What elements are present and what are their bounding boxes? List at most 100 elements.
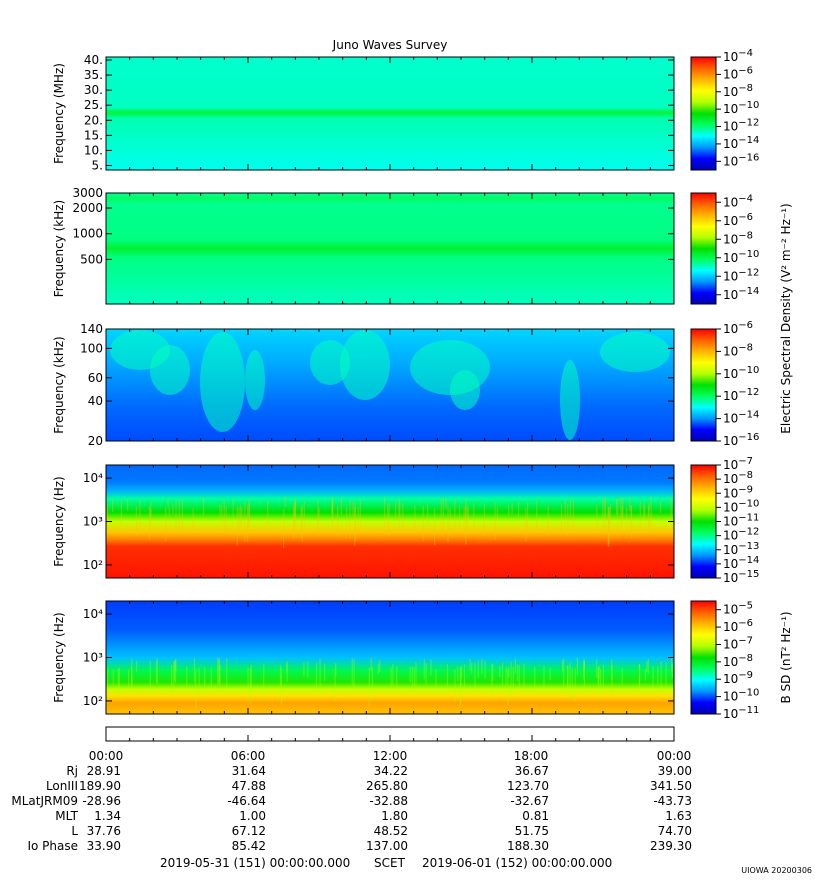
spectral-streak (494, 502, 496, 540)
spectral-streak (457, 666, 459, 681)
y-tick-label: 10² (83, 558, 103, 572)
spectral-streak (671, 657, 673, 671)
spectral-streak (446, 664, 449, 694)
spectral-streak (195, 668, 197, 709)
panel-hfwbr-high: 40.35.30.25.20.15.10.5. Frequency (MHz) 10… (52, 48, 759, 172)
spectral-streak (118, 667, 120, 698)
ephemeris-value: 51.75 (515, 824, 549, 838)
ephemeris-value: 85.42 (232, 839, 266, 853)
spectral-streak (454, 499, 456, 527)
uiowa-stamp: UIOWA 20200306 (741, 866, 812, 875)
spectral-streak (167, 497, 169, 508)
spectral-streak (543, 665, 545, 695)
spectral-streak (300, 507, 302, 539)
scet-start: 2019-05-31 (151) 00:00:00.000 (160, 856, 350, 870)
spectral-streak (564, 498, 566, 524)
spectral-streak (283, 508, 285, 549)
spectral-streak (351, 658, 353, 686)
spectral-streak (247, 505, 249, 542)
spectral-streak (616, 498, 618, 516)
spectral-streak (315, 662, 318, 692)
y-axis-label: Frequency (Hz) (52, 612, 66, 703)
spectral-streak (621, 667, 623, 684)
spectral-streak (286, 661, 288, 674)
y-tick-label: 100 (80, 341, 103, 355)
spectral-streak (155, 661, 158, 684)
spectral-streak (392, 664, 394, 687)
emission-patch (310, 340, 350, 385)
spectral-streak (583, 660, 585, 692)
ephemeris-row-label: LonIII (46, 779, 78, 793)
ephemeris-table: 00:00 06:00 12:00 18:00 00:00 Rj 28.91 31.64 34.… (11, 749, 692, 870)
y-tick-label: 1000 (72, 227, 103, 241)
spectral-streak (583, 658, 585, 676)
spectral-streak (168, 507, 170, 522)
spectral-streak (286, 663, 288, 682)
spectral-streak (510, 661, 512, 698)
y-axis-label: Frequency (Hz) (52, 476, 66, 567)
spectral-streak (379, 660, 381, 672)
spectral-streak (445, 497, 447, 510)
spectral-streak (659, 500, 662, 514)
spectral-streak (596, 659, 598, 678)
spectrogram-hfwbr-high (106, 57, 674, 170)
emission-patch (245, 350, 265, 410)
y-axis-label: Frequency (kHz) (52, 200, 66, 297)
spectral-streak (574, 668, 576, 702)
spectral-streak (334, 668, 336, 703)
scet-label: SCET (374, 856, 406, 870)
spectral-streak (517, 501, 520, 518)
spectral-streak (112, 499, 114, 512)
ephemeris-value: -28.96 (82, 794, 121, 808)
spectral-streak (284, 496, 286, 507)
colorbar-label: 10−6 (723, 65, 753, 81)
spectral-streak (440, 499, 442, 537)
spectral-streak (563, 658, 565, 697)
spectral-streak (465, 507, 467, 545)
spectral-streak (467, 507, 469, 519)
spectral-streak (390, 667, 392, 691)
spectral-streak (598, 665, 600, 680)
ephemeris-value: 48.52 (374, 824, 408, 838)
y-tick-label: 5. (92, 158, 103, 172)
y-tick-label: 35. (84, 68, 103, 82)
colorbar-label: 10−8 (723, 83, 753, 99)
spectral-streak (670, 497, 672, 520)
spectral-streak (459, 668, 461, 707)
colorbar (690, 464, 717, 579)
ephemeris-value: 1.34 (94, 809, 121, 823)
spectral-streak (340, 497, 342, 515)
spectral-streak (427, 504, 429, 523)
y-tick-label: 2000 (72, 201, 103, 215)
spectral-streak (352, 501, 354, 517)
colorbar-label: 10−16 (723, 432, 759, 448)
spectral-streak (226, 658, 228, 688)
spectral-streak (106, 507, 108, 527)
spectral-streak (175, 659, 177, 683)
spectral-streak (411, 666, 413, 692)
ephemeris-row-label: L (71, 824, 78, 838)
spectrogram-lfrl (106, 329, 674, 441)
spectral-streak (239, 504, 242, 528)
spectral-streak (449, 508, 451, 524)
spectral-streak (491, 663, 493, 700)
spectral-streak (547, 505, 549, 538)
ephemeris-value: 47.88 (232, 779, 266, 793)
spectral-streak (370, 657, 372, 672)
colorbar-label: 10−6 (723, 618, 753, 634)
colorbar-label: 10−10 (723, 688, 759, 704)
spectral-streak (484, 660, 486, 679)
spectral-streak (523, 663, 525, 693)
spectral-streak (357, 507, 359, 534)
colorbar-label: 10−12 (723, 387, 759, 403)
spectral-streak (660, 661, 662, 694)
y-axis-label: Frequency (MHz) (52, 63, 66, 164)
spectral-streak (620, 497, 622, 528)
colorbar (690, 600, 717, 715)
ephemeris-value: 1.00 (239, 809, 266, 823)
spectral-streak (647, 658, 649, 674)
spectral-streak (331, 496, 333, 528)
emission-patch (450, 370, 480, 410)
spectral-streak (583, 660, 585, 680)
time-label: 00:00 (89, 749, 124, 763)
